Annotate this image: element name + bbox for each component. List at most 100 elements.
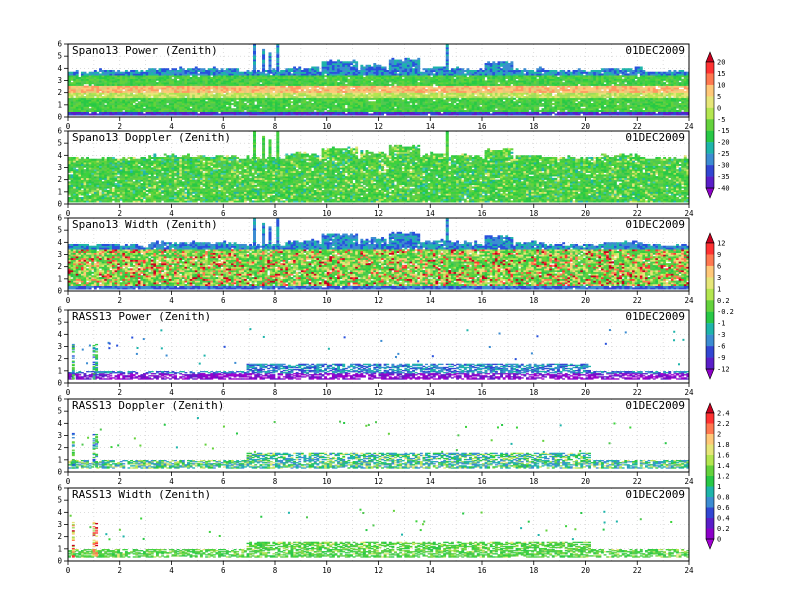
data-cell [205,87,209,90]
data-cell [210,73,214,76]
data-cell [422,71,426,74]
data-cell [174,90,177,93]
data-cell [293,71,296,74]
data-cell [137,71,141,74]
data-cell [197,82,201,85]
data-cell [122,99,126,102]
data-cell [205,106,209,109]
data-cell [476,80,480,83]
data-cell [554,103,558,106]
data-cell [99,75,102,78]
data-cell [419,111,423,114]
data-cell [422,108,426,111]
data-cell [262,99,265,102]
data-cell [502,94,506,97]
data-cell [168,111,172,114]
data-cell [124,87,128,90]
data-cell [109,113,113,116]
data-cell [469,111,472,114]
data-cell [546,83,550,86]
data-cell [422,97,426,100]
data-cell [430,71,434,74]
data-cell [445,101,449,104]
data-cell [505,61,509,64]
data-cell [386,89,390,92]
data-cell [254,89,258,92]
data-cell [406,109,410,112]
data-cell [194,83,198,86]
data-cell [404,78,408,81]
data-cell [223,99,227,102]
data-cell [329,75,333,78]
data-cell [272,69,276,73]
data-cell [158,85,162,88]
data-cell [130,94,133,97]
data-cell [474,108,478,111]
data-cell [425,78,428,81]
data-cell [515,83,519,86]
data-cell [365,78,369,81]
data-cell [342,66,346,69]
data-cell [544,99,547,102]
data-cell [223,108,227,111]
data-cell [287,106,291,109]
data-cell [207,108,211,111]
data-cell [181,68,185,71]
data-cell [510,80,514,83]
data-cell [528,82,532,85]
data-cell [135,104,139,107]
data-cell [469,71,472,74]
data-cell [295,108,299,111]
data-cell [228,71,232,74]
data-cell [236,87,240,90]
data-cell [445,90,449,93]
data-cell [476,90,480,93]
data-cell [153,89,157,92]
data-cell [469,109,472,112]
data-cell [192,73,196,76]
data-cell [306,104,309,107]
data-cell [303,104,307,107]
data-cell [96,101,100,104]
data-cell [202,76,206,79]
data-cell [373,82,377,85]
data-cell [489,103,493,106]
data-cell [83,108,87,111]
data-cell [507,66,511,69]
data-cell [111,113,115,116]
data-cell [378,83,382,86]
data-cell [96,83,100,86]
data-cell [438,78,441,81]
data-cell [122,73,126,76]
data-cell [104,97,108,100]
data-cell [233,75,237,78]
data-cell [293,87,296,90]
data-cell [479,113,483,116]
data-cell [450,97,454,100]
data-cell [96,85,100,88]
data-cell [148,94,152,97]
data-cell [482,78,485,81]
data-cell [445,92,449,95]
data-cell [489,106,493,109]
data-cell [518,97,522,100]
data-cell [362,78,366,81]
data-cell [476,111,480,114]
data-cell [497,111,501,114]
data-cell [119,73,123,76]
data-cell [316,108,320,111]
data-cell [528,69,532,73]
data-cell [368,82,372,85]
data-cell [419,89,423,92]
data-cell [518,104,522,107]
data-cell [293,92,296,95]
data-cell [381,73,384,76]
data-cell [93,108,97,111]
data-cell [391,104,395,107]
data-cell [456,104,460,107]
data-cell [99,68,102,71]
data-cell [179,75,183,78]
data-cell [158,96,162,99]
data-cell [342,75,346,78]
data-cell [140,90,144,93]
